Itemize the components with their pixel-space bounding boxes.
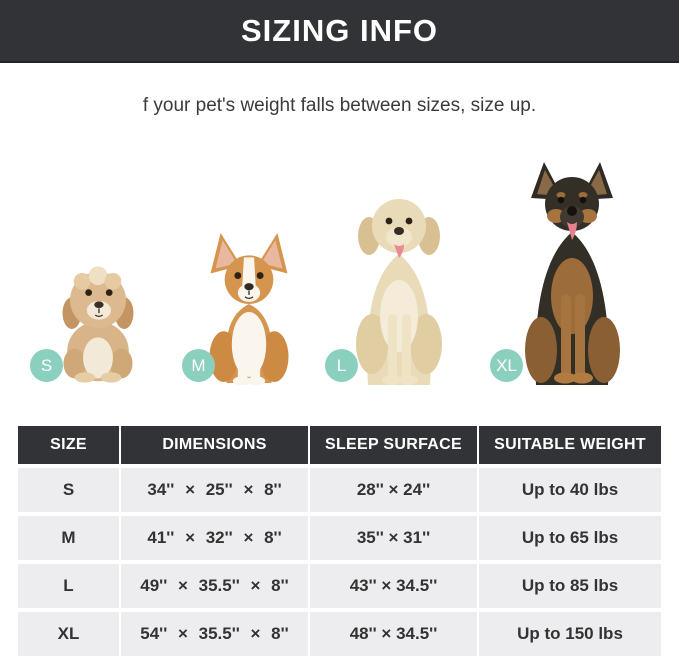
row-m-sleep-surface: 35'' × 31'': [310, 516, 477, 560]
row-l-dimensions: 49'' × 35.5'' × 8'': [121, 564, 308, 608]
column-header-size: SIZE: [18, 426, 119, 464]
page-title: SIZING INFO: [241, 12, 438, 48]
column-header-dimensions: DIMENSIONS: [121, 426, 308, 464]
row-xl-dimensions: 54'' × 35.5'' × 8'': [121, 612, 308, 656]
column-header-sleep-surface: SLEEP SURFACE: [310, 426, 477, 464]
size-badge-xl: XL: [490, 349, 523, 382]
row-l-size: L: [18, 564, 119, 608]
subtitle: f your pet's weight falls between sizes,…: [142, 95, 537, 116]
row-xl-size: XL: [18, 612, 119, 656]
row-s-sleep-surface: 28'' × 24'': [310, 468, 477, 512]
header-bar: SIZING INFO: [0, 0, 679, 63]
dog-illustration-golden-retriever: [346, 192, 452, 385]
row-m-dimensions: 41'' × 32'' × 8'': [121, 516, 308, 560]
dog-illustration-german-shepherd: [516, 162, 628, 385]
row-s-suitable-weight: Up to 40 lbs: [479, 468, 661, 512]
row-m-suitable-weight: Up to 65 lbs: [479, 516, 661, 560]
row-l-sleep-surface: 43'' × 34.5'': [310, 564, 477, 608]
dog-illustration-corgi: [198, 231, 300, 385]
row-m-size: M: [18, 516, 119, 560]
row-xl-sleep-surface: 48'' × 34.5'': [310, 612, 477, 656]
row-xl-suitable-weight: Up to 150 lbs: [479, 612, 661, 656]
row-s-dimensions: 34'' × 25'' × 8'': [121, 468, 308, 512]
row-l-suitable-weight: Up to 85 lbs: [479, 564, 661, 608]
sizing-table: SIZE DIMENSIONS SLEEP SURFACE SUITABLE W…: [18, 426, 661, 656]
column-header-suitable-weight: SUITABLE WEIGHT: [479, 426, 661, 464]
size-badge-l: L: [325, 349, 358, 382]
size-badge-s: S: [30, 349, 63, 382]
row-s-size: S: [18, 468, 119, 512]
size-badge-m: M: [182, 349, 215, 382]
dog-illustration-small-puppy: [56, 258, 140, 385]
